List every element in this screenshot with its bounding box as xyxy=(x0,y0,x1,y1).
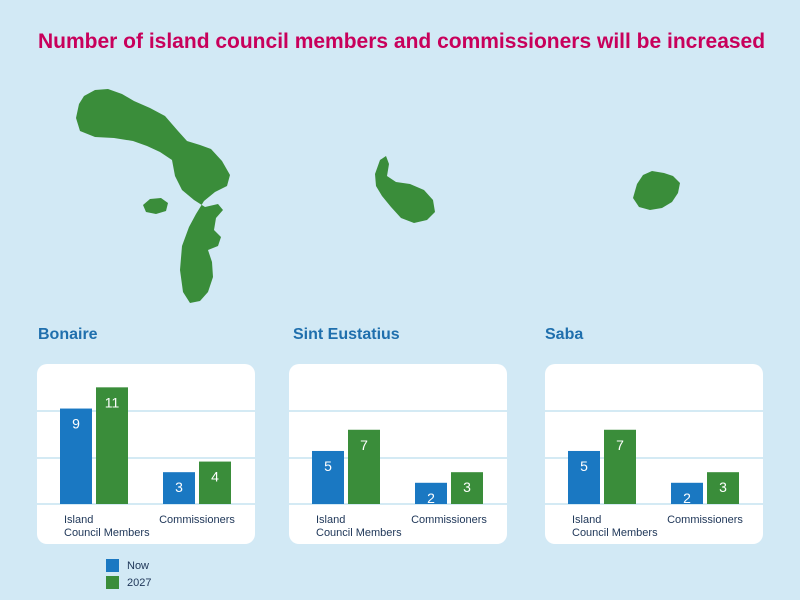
bar-value-label: 11 xyxy=(105,394,120,410)
category-label: Island xyxy=(572,514,601,526)
bar-value-label: 5 xyxy=(324,458,332,474)
bar-value-label: 9 xyxy=(72,416,80,432)
bar-2027 xyxy=(707,472,739,504)
bar-value-label: 2 xyxy=(683,490,691,506)
legend-item-2027: 2027 xyxy=(106,575,151,590)
bar-now xyxy=(60,408,92,504)
bar-now xyxy=(671,482,703,504)
bar-now xyxy=(568,450,600,504)
saba-island-shape xyxy=(633,171,680,210)
bar-2027 xyxy=(451,472,483,504)
legend-swatch-2027 xyxy=(106,576,119,589)
island-name-sint-eustatius: Sint Eustatius xyxy=(293,326,400,343)
sint-eustatius-island-shape xyxy=(375,156,435,223)
legend-label-now: Now xyxy=(127,559,150,572)
bar-value-label: 2 xyxy=(427,490,435,506)
category-label: Council Members xyxy=(572,527,658,539)
island-name-bonaire: Bonaire xyxy=(38,326,98,343)
chart-panel-saba: 5 7 Island Council Members 2 3 Commissioners xyxy=(545,364,763,544)
bar-2027 xyxy=(348,429,380,504)
bonaire-island-shape xyxy=(76,89,230,303)
bar-2027 xyxy=(96,387,128,504)
bar-value-label: 7 xyxy=(360,437,368,453)
category-label: Island xyxy=(64,514,93,526)
category-label: Council Members xyxy=(64,527,150,539)
bar-2027 xyxy=(199,461,231,504)
legend: Now 2027 xyxy=(106,558,151,592)
category-label: Commissioners xyxy=(411,514,487,526)
legend-label-2027: 2027 xyxy=(127,576,152,589)
bar-now xyxy=(312,450,344,504)
category-label: Commissioners xyxy=(159,514,235,526)
bar-value-label: 7 xyxy=(616,437,624,453)
klein-bonaire-shape xyxy=(143,198,168,214)
bar-value-label: 3 xyxy=(719,479,727,495)
legend-swatch-now xyxy=(106,559,119,572)
bar-now xyxy=(163,472,195,504)
legend-item-now: Now xyxy=(106,558,151,573)
category-label: Commissioners xyxy=(667,514,743,526)
bar-value-label: 5 xyxy=(580,458,588,474)
chart-title: Number of island council members and com… xyxy=(38,30,766,53)
bar-value-label: 3 xyxy=(463,479,471,495)
chart-panel-sint-eustatius: 5 7 Island Council Members 2 3 Commissioners xyxy=(289,364,507,544)
bar-value-label: 3 xyxy=(175,479,183,495)
category-label: Island xyxy=(316,514,345,526)
island-name-saba: Saba xyxy=(545,326,584,343)
bar-2027 xyxy=(604,429,636,504)
island-map xyxy=(76,89,680,303)
bar-value-label: 4 xyxy=(211,469,219,485)
category-label: Council Members xyxy=(316,527,402,539)
bar-now xyxy=(415,482,447,504)
chart-panel-bonaire: 9 11 Island Council Members 3 4 Commissioners xyxy=(37,364,255,544)
